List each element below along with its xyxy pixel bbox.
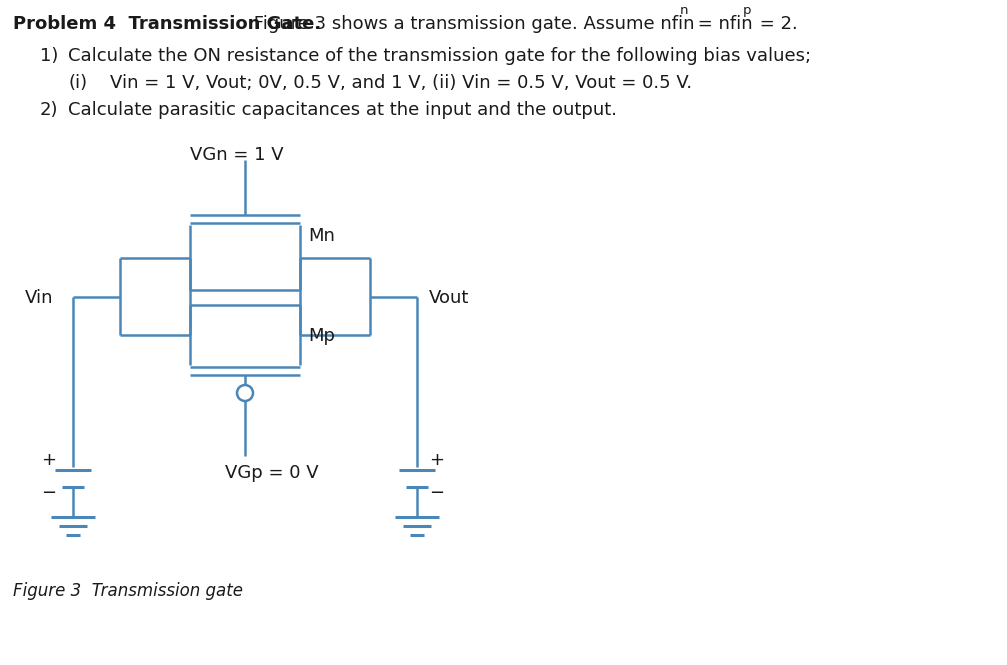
Text: (i): (i) (68, 74, 88, 92)
Text: VGn = 1 V: VGn = 1 V (190, 146, 284, 164)
Text: p: p (743, 4, 751, 17)
Text: Calculate parasitic capacitances at the input and the output.: Calculate parasitic capacitances at the … (68, 101, 617, 119)
Text: Figure 3  Transmission gate: Figure 3 Transmission gate (13, 582, 243, 600)
Text: = 2.: = 2. (754, 15, 798, 33)
Text: 2): 2) (40, 101, 58, 119)
Text: +: + (41, 451, 56, 469)
Text: −: − (429, 484, 444, 502)
Text: −: − (41, 484, 56, 502)
Text: Vin = 1 V, Vout; 0V, 0.5 V, and 1 V, (ii) Vin = 0.5 V, Vout = 0.5 V.: Vin = 1 V, Vout; 0V, 0.5 V, and 1 V, (ii… (110, 74, 692, 92)
Text: Mp: Mp (308, 327, 335, 345)
Text: VGp = 0 V: VGp = 0 V (225, 464, 318, 482)
Text: 1): 1) (40, 47, 58, 65)
Text: Mn: Mn (308, 227, 335, 245)
Text: = nfin: = nfin (692, 15, 752, 33)
Text: Calculate the ON resistance of the transmission gate for the following bias valu: Calculate the ON resistance of the trans… (68, 47, 811, 65)
Text: Problem 4  Transmission Gate.: Problem 4 Transmission Gate. (13, 15, 321, 33)
Text: Vin: Vin (25, 289, 53, 307)
Text: Vout: Vout (429, 289, 469, 307)
Text: +: + (429, 451, 444, 469)
Text: Figure 3 shows a transmission gate. Assume nfin: Figure 3 shows a transmission gate. Assu… (248, 15, 695, 33)
Text: n: n (680, 4, 689, 17)
